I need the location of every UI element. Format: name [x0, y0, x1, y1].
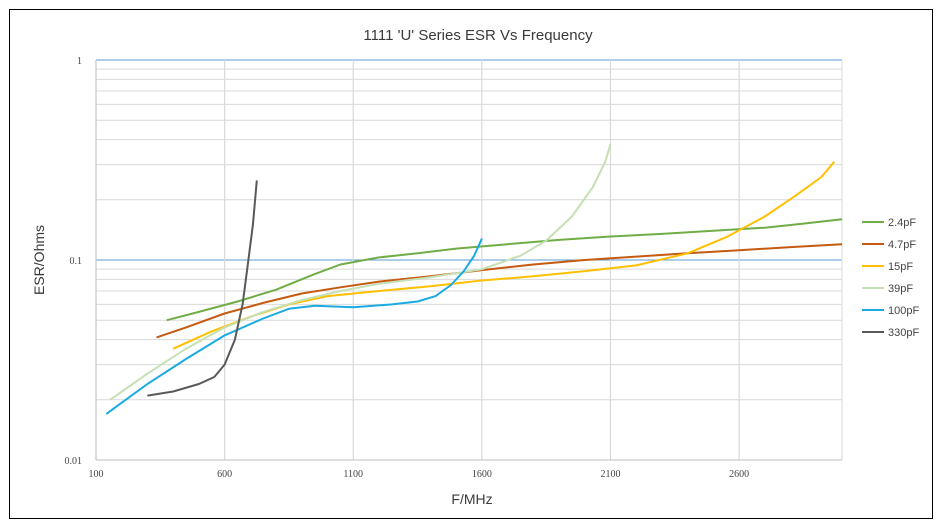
chart-frame: 1111 'U' Series ESR Vs Frequency F/MHz E… — [9, 9, 933, 519]
x-tick-label: 2100 — [600, 469, 620, 480]
axes: 1111 'U' Series ESR Vs Frequency F/MHz E… — [31, 27, 749, 507]
grid — [95, 59, 843, 461]
y-tick-label: 0.01 — [65, 456, 83, 467]
x-axis-label: F/MHz — [451, 491, 492, 507]
x-tick-label: 1100 — [343, 469, 363, 480]
chart-svg: 1111 'U' Series ESR Vs Frequency F/MHz E… — [31, 27, 919, 507]
series-layer — [105, 143, 843, 415]
y-tick-label: 1 — [77, 56, 82, 67]
x-tick-label: 1600 — [472, 469, 492, 480]
legend-label: 15pF — [888, 261, 913, 273]
legend-label: 100pF — [888, 305, 919, 317]
legend-label: 2.4pF — [888, 217, 916, 229]
legend: 2.4pF 4.7pF 15pF 39pF 100pF 330pF — [862, 217, 919, 339]
legend-label: 4.7pF — [888, 239, 916, 251]
legend-label: 39pF — [888, 283, 913, 295]
x-tick-label: 100 — [89, 469, 104, 480]
series-line-24pf — [166, 218, 843, 322]
y-tick-label: 0.1 — [70, 256, 83, 267]
chart-title: 1111 'U' Series ESR Vs Frequency — [363, 27, 593, 44]
y-axis-label: ESR/Ohms — [31, 225, 47, 295]
series-line-100pf — [105, 238, 483, 415]
series-line-330pf — [147, 180, 258, 397]
series-line-39pf — [109, 143, 612, 401]
legend-label: 330pF — [888, 327, 919, 339]
x-tick-label: 600 — [217, 469, 232, 480]
x-tick-label: 2600 — [729, 469, 749, 480]
